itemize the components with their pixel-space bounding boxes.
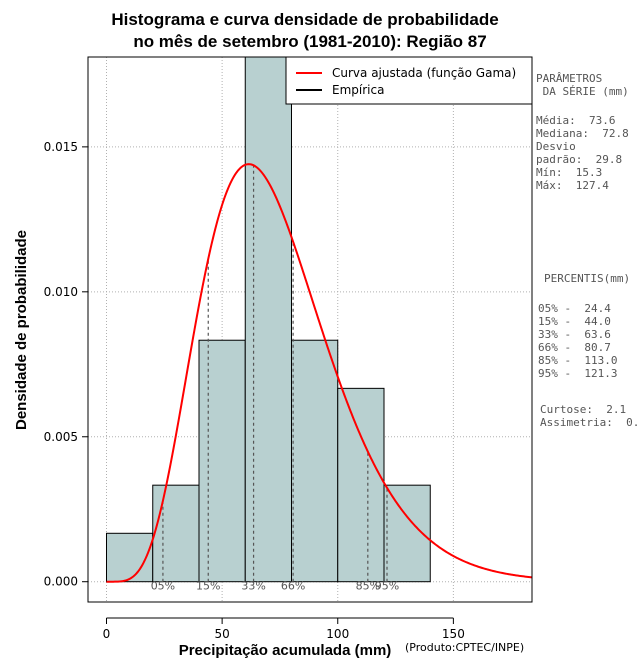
legend-label-empirical: Empírica bbox=[332, 83, 384, 97]
percentile-label: 05% bbox=[151, 580, 175, 593]
chart-title-line2: no mês de setembro (1981-2010): Região 8… bbox=[133, 32, 486, 51]
percentile-label: 85% bbox=[356, 580, 380, 593]
product-credit: (Produto:CPTEC/INPE) bbox=[405, 641, 524, 654]
percentile-labels: 05% 15% 33% 66% 85%95% bbox=[151, 580, 400, 593]
y-axis: 0.000 0.005 0.010 0.015 bbox=[44, 140, 89, 589]
histogram-bars bbox=[106, 57, 431, 583]
shape-stats: Curtose: 2.1 Assimetria: 0.2 bbox=[540, 403, 640, 429]
y-tick-label: 0.015 bbox=[44, 140, 78, 154]
legend-box bbox=[285, 56, 533, 105]
y-tick-label: 0.010 bbox=[44, 285, 78, 299]
percentile-label: 95% bbox=[375, 580, 399, 593]
legend: Curva ajustada (função Gama) Empírica bbox=[285, 56, 533, 105]
y-axis-label: Densidade de probabilidade bbox=[13, 230, 30, 430]
x-tick-label: 150 bbox=[442, 627, 465, 641]
percentile-label: 15% bbox=[196, 580, 220, 593]
histogram-bar bbox=[198, 339, 246, 583]
percentile-label: 33% bbox=[241, 580, 265, 593]
x-axis: 0 50 100 150 bbox=[103, 617, 465, 641]
x-tick-label: 0 bbox=[103, 627, 111, 641]
x-tick-label: 100 bbox=[326, 627, 349, 641]
histogram-bar bbox=[337, 387, 385, 583]
percentis-title: PERCENTIS(mm) bbox=[544, 272, 631, 285]
percentis-values: 05% - 24.4 15% - 44.0 33% - 63.6 66% - 8… bbox=[538, 302, 618, 380]
params-values: Média: 73.6 Mediana: 72.8 Desvio padrão:… bbox=[536, 114, 629, 192]
fitted-gamma-curve bbox=[106, 163, 532, 583]
histogram-bar bbox=[291, 339, 339, 583]
percentile-lines bbox=[162, 165, 388, 582]
x-axis-label: Precipitação acumulada (mm) bbox=[179, 642, 392, 659]
params-title: PARÂMETROS DA SÉRIE (mm) bbox=[536, 72, 629, 98]
chart-title-line1: Histograma e curva densidade de probabil… bbox=[111, 10, 498, 29]
x-tick-label: 50 bbox=[214, 627, 229, 641]
y-tick-label: 0.005 bbox=[44, 430, 78, 444]
histogram-bar bbox=[244, 57, 292, 583]
legend-label-fitted: Curva ajustada (função Gama) bbox=[332, 66, 516, 80]
histogram-bar bbox=[152, 484, 200, 583]
y-tick-label: 0.000 bbox=[44, 575, 78, 589]
percentile-label: 66% bbox=[281, 580, 305, 593]
